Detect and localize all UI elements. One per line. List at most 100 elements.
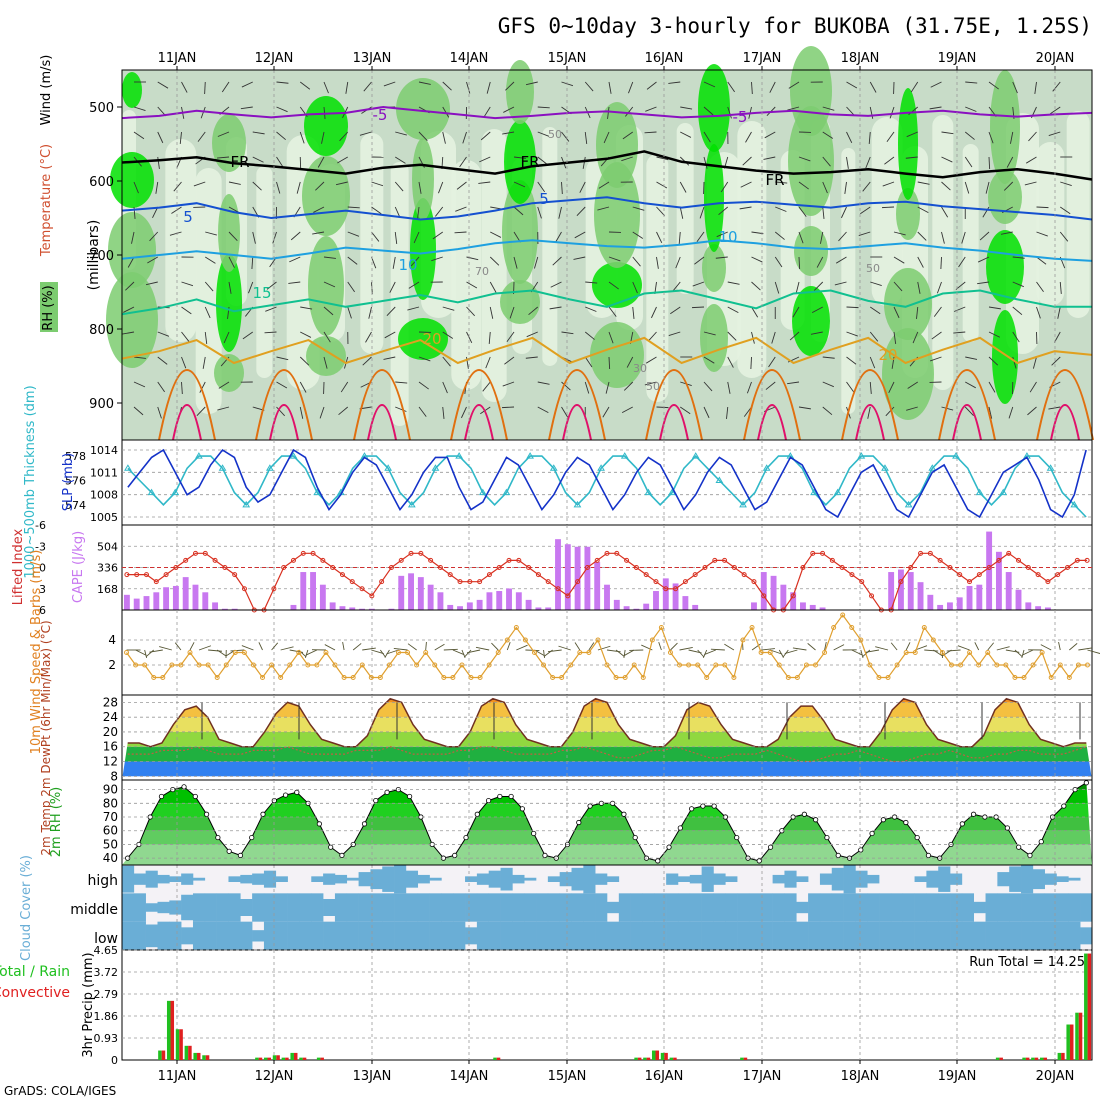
wind-speed-point bbox=[250, 662, 256, 668]
rh-point bbox=[339, 852, 345, 859]
wind-barb bbox=[964, 131, 975, 140]
wind-barb bbox=[181, 356, 187, 369]
wind-barb bbox=[1028, 131, 1037, 142]
isotherm-10 bbox=[121, 239, 1093, 262]
wind-barb bbox=[621, 156, 633, 162]
surface-wind-barb bbox=[371, 649, 384, 655]
li-point bbox=[1074, 557, 1080, 563]
li-point bbox=[633, 565, 639, 570]
wind-barb bbox=[679, 406, 691, 415]
wind-barb bbox=[917, 206, 929, 214]
cloud-bar bbox=[713, 893, 726, 922]
cloud-bar bbox=[512, 921, 525, 950]
cloud-bar bbox=[642, 893, 655, 922]
cape-bar bbox=[221, 608, 228, 610]
cloud-bar bbox=[465, 893, 478, 922]
rh-point bbox=[373, 797, 379, 804]
cloud-bar bbox=[902, 921, 915, 950]
rh-moist-patch bbox=[590, 322, 644, 388]
wind-barb bbox=[822, 356, 835, 359]
wind-barb bbox=[241, 81, 253, 88]
wind-barb bbox=[858, 231, 871, 236]
cape-bar bbox=[359, 608, 365, 610]
surface-wind-barb bbox=[996, 646, 1010, 651]
cloud-bar bbox=[429, 893, 442, 922]
rh-moist-patch bbox=[592, 262, 642, 308]
cape-bar bbox=[672, 583, 679, 610]
wind-barb bbox=[339, 131, 349, 142]
precip-total-bar bbox=[643, 1057, 647, 1060]
wind-speed-point bbox=[178, 662, 184, 668]
cloud-bar bbox=[1068, 893, 1081, 922]
cloud-bar bbox=[571, 921, 584, 950]
cloud-bar bbox=[796, 921, 809, 950]
surface-wind-barb bbox=[724, 643, 735, 651]
cloud-bar bbox=[346, 893, 359, 922]
precip-total-bar bbox=[660, 1052, 665, 1060]
wind-barb bbox=[727, 106, 732, 119]
surface-wind-barb bbox=[865, 649, 880, 653]
precip-total-bar bbox=[175, 1029, 180, 1060]
rh-point bbox=[1016, 844, 1022, 850]
wind-barb bbox=[442, 131, 446, 144]
wind-barb bbox=[868, 131, 871, 144]
wind-barb bbox=[656, 206, 666, 217]
rh-moist-patch bbox=[698, 64, 730, 152]
cloud-bar bbox=[689, 893, 702, 922]
surface-wind-barb bbox=[558, 645, 571, 651]
wind-barb bbox=[418, 381, 429, 390]
precip-total-bar bbox=[651, 1050, 656, 1060]
cape-bar bbox=[584, 546, 591, 610]
wind-barb bbox=[912, 331, 919, 344]
wind-barb bbox=[1054, 331, 1061, 343]
li-point bbox=[761, 593, 767, 599]
cloud-bar bbox=[831, 867, 844, 891]
rh-dry-patch bbox=[165, 139, 197, 342]
wind-barb bbox=[537, 381, 550, 385]
wind-speed-point bbox=[142, 662, 148, 668]
cape-bar bbox=[643, 603, 650, 610]
surface-wind-barb bbox=[915, 645, 928, 651]
cloud-bar bbox=[938, 921, 951, 950]
li-point bbox=[643, 572, 649, 578]
wind-barb bbox=[389, 281, 396, 293]
wind-barb bbox=[916, 306, 919, 319]
contour-label: 5 bbox=[183, 208, 193, 226]
wind-barb bbox=[977, 281, 990, 285]
rh-point bbox=[903, 819, 909, 826]
rh-point bbox=[294, 789, 300, 795]
cape-bar bbox=[466, 602, 473, 610]
cloud-bar bbox=[725, 876, 738, 882]
wind-barb bbox=[395, 156, 406, 164]
cloud-bar bbox=[299, 893, 312, 922]
wind-barb bbox=[418, 81, 431, 85]
wind-barb bbox=[584, 331, 595, 340]
rh-point bbox=[282, 792, 289, 798]
slp-panel-frame bbox=[121, 439, 1093, 526]
wind-speed-point bbox=[395, 650, 401, 655]
cloud-bar bbox=[323, 899, 336, 916]
wind-speed-point bbox=[849, 625, 855, 630]
wind-barb bbox=[549, 306, 562, 310]
wind-barb bbox=[645, 356, 657, 364]
wind-speed-point bbox=[468, 675, 474, 680]
cloud-bar bbox=[1044, 893, 1057, 922]
cloud-bar bbox=[145, 924, 158, 948]
wind-speed-point bbox=[1021, 675, 1027, 680]
wind-barb bbox=[860, 206, 871, 215]
li-point bbox=[232, 572, 238, 578]
precip-convective-bar bbox=[267, 1057, 272, 1060]
wind-speed-point bbox=[305, 662, 311, 668]
cloud-bar bbox=[902, 893, 915, 922]
rh-band bbox=[122, 789, 1092, 804]
cape-bar bbox=[633, 608, 640, 610]
wind-barb bbox=[289, 256, 301, 263]
wind-speed-point bbox=[160, 675, 166, 680]
wind-barb bbox=[299, 81, 311, 90]
wind-barb bbox=[838, 231, 847, 242]
wind-barb bbox=[699, 206, 705, 219]
x-tick-label-bottom: 12JAN bbox=[255, 1069, 294, 1084]
cloud-bar bbox=[547, 921, 560, 950]
precip-convective-bar bbox=[285, 1057, 289, 1060]
surface-wind-barb bbox=[833, 644, 845, 651]
